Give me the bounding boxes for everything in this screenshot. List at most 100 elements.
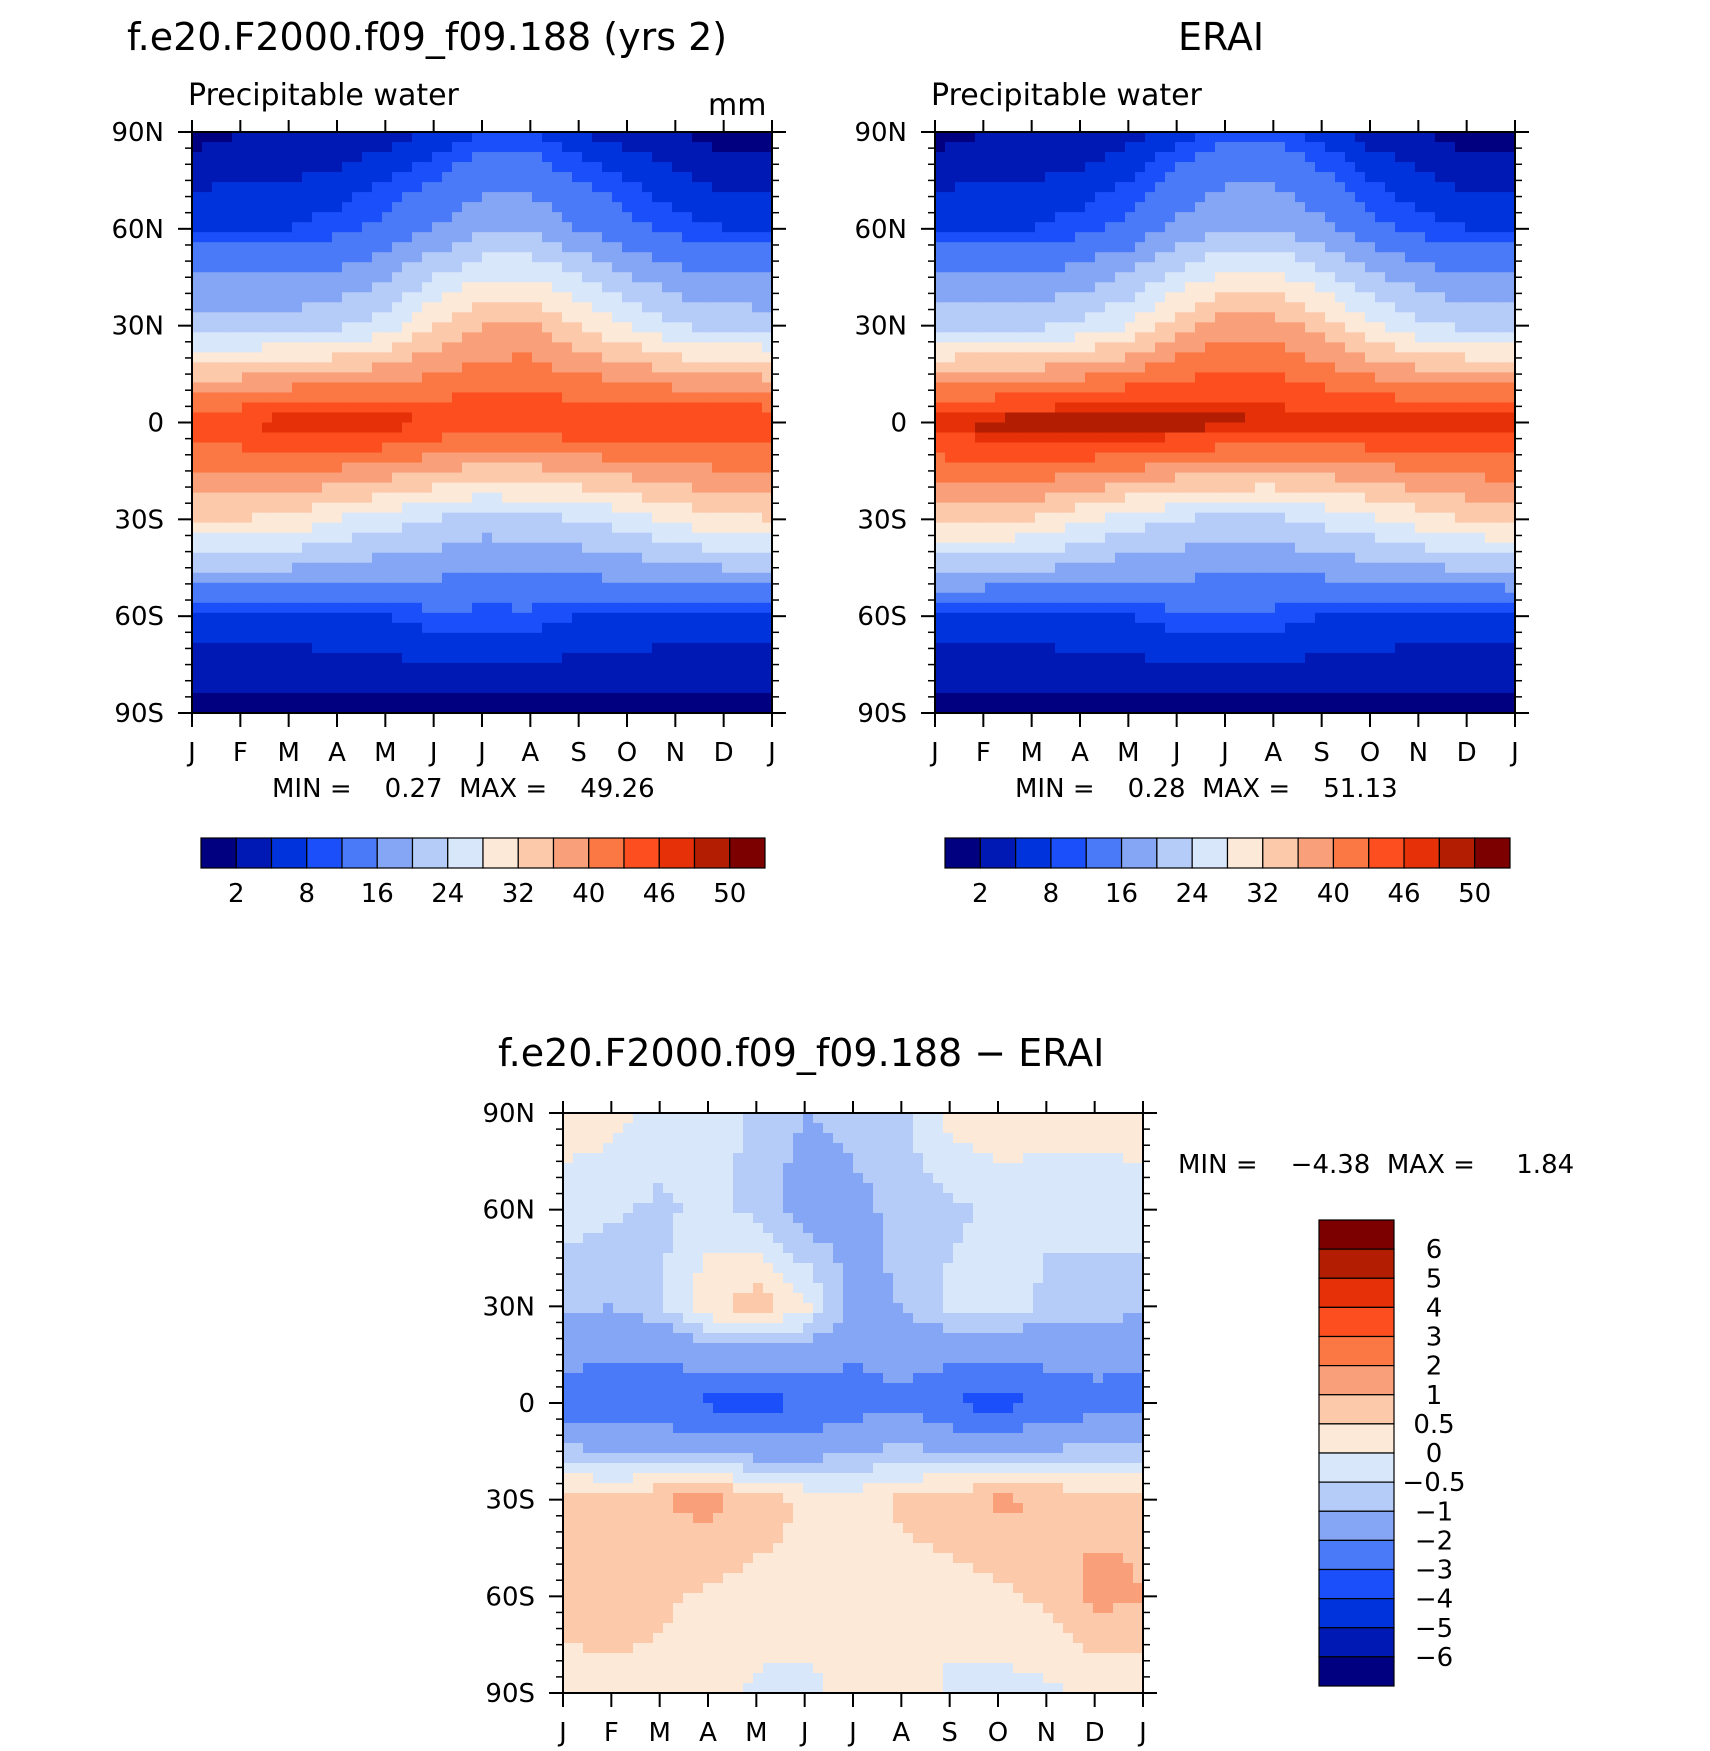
contour-cell [652, 302, 663, 313]
contour-cell [302, 432, 313, 444]
contour-cell [1295, 172, 1306, 183]
contour-cell [422, 462, 433, 474]
contour-cell [552, 402, 563, 414]
contour-cell [592, 572, 603, 584]
contour-cell [552, 382, 563, 394]
contour-cell [522, 552, 533, 564]
contour-cell [332, 492, 343, 504]
contour-cell [1135, 162, 1146, 173]
contour-cell [582, 432, 593, 444]
contour-cell [422, 392, 433, 404]
contour-cell [1195, 172, 1206, 183]
contour-cell [542, 262, 553, 273]
contour-cell [412, 462, 423, 474]
contour-cell [202, 552, 213, 564]
contour-cell [352, 542, 363, 554]
contour-cell [542, 662, 553, 674]
contour-cell [522, 562, 533, 574]
contour-cell [472, 172, 483, 183]
contour-cell [292, 412, 303, 424]
contour-cell [342, 432, 353, 444]
contour-cell [1275, 252, 1286, 263]
contour-cell [342, 322, 353, 333]
contour-cell [1115, 262, 1126, 273]
contour-cell [272, 142, 283, 153]
contour-cell [1495, 272, 1506, 283]
contour-cell [242, 452, 253, 464]
contour-cell [995, 332, 1006, 343]
contour-cell [542, 672, 553, 684]
contour-cell [935, 162, 946, 173]
contour-cell [652, 232, 663, 243]
contour-cell [622, 242, 633, 253]
contour-cell [292, 202, 303, 213]
contour-cell [945, 182, 956, 193]
contour-cell [762, 632, 772, 644]
contour-cell [522, 602, 533, 614]
contour-cell [572, 202, 583, 213]
contour-cell [742, 692, 753, 704]
contour-cell [682, 292, 693, 303]
contour-cell [232, 672, 243, 684]
contour-cell [592, 152, 603, 163]
contour-cell [392, 312, 403, 323]
contour-cell [662, 232, 673, 243]
contour-cell [252, 532, 263, 544]
contour-cell [322, 262, 333, 273]
contour-cell [692, 432, 703, 444]
contour-cell [202, 312, 213, 323]
contour-cell [1175, 132, 1186, 143]
contour-cell [1165, 222, 1176, 233]
contour-cell [412, 212, 423, 223]
contour-cell [342, 422, 353, 434]
contour-cell [1485, 192, 1496, 203]
contour-cell [762, 272, 772, 283]
contour-cell [1385, 352, 1396, 363]
contour-cell [382, 192, 393, 203]
contour-cell [372, 152, 383, 163]
contour-cell [482, 372, 493, 384]
contour-cell [1485, 182, 1496, 193]
contour-cell [452, 552, 463, 564]
contour-cell [252, 212, 263, 223]
contour-cell [452, 282, 463, 293]
contour-cell [762, 222, 772, 233]
contour-cell [542, 492, 553, 504]
contour-cell [1055, 372, 1066, 384]
contour-cell [672, 492, 683, 504]
contour-cell [1175, 202, 1186, 213]
contour-cell [512, 312, 523, 323]
contour-cell [965, 312, 976, 323]
contour-cell [955, 382, 966, 394]
contour-cell [742, 472, 753, 484]
contour-cell [1075, 132, 1086, 143]
contour-cell [682, 452, 693, 464]
contour-cell [442, 152, 453, 163]
contour-cell [482, 652, 493, 664]
contour-cell [212, 262, 223, 273]
contour-cell [262, 492, 273, 504]
contour-cell [442, 132, 453, 143]
contour-cell [532, 652, 543, 664]
contour-cell [692, 472, 703, 484]
x-tick-label: J [476, 738, 486, 768]
panel-model-units: mm [708, 88, 766, 123]
contour-cell [572, 632, 583, 644]
contour-cell [522, 502, 533, 514]
contour-cell [492, 152, 503, 163]
contour-cell [1005, 362, 1016, 374]
contour-cell [482, 262, 493, 273]
contour-cell [1315, 262, 1326, 273]
contour-cell [472, 592, 483, 604]
contour-cell [682, 322, 693, 333]
contour-cell [342, 462, 353, 474]
contour-cell [412, 142, 423, 153]
contour-cell [582, 202, 593, 213]
contour-cell [702, 332, 713, 343]
contour-cell [482, 702, 493, 713]
contour-cell [192, 352, 203, 363]
contour-cell [292, 242, 303, 253]
contour-cell [682, 562, 693, 574]
contour-cell [602, 592, 613, 604]
contour-cell [512, 292, 523, 303]
